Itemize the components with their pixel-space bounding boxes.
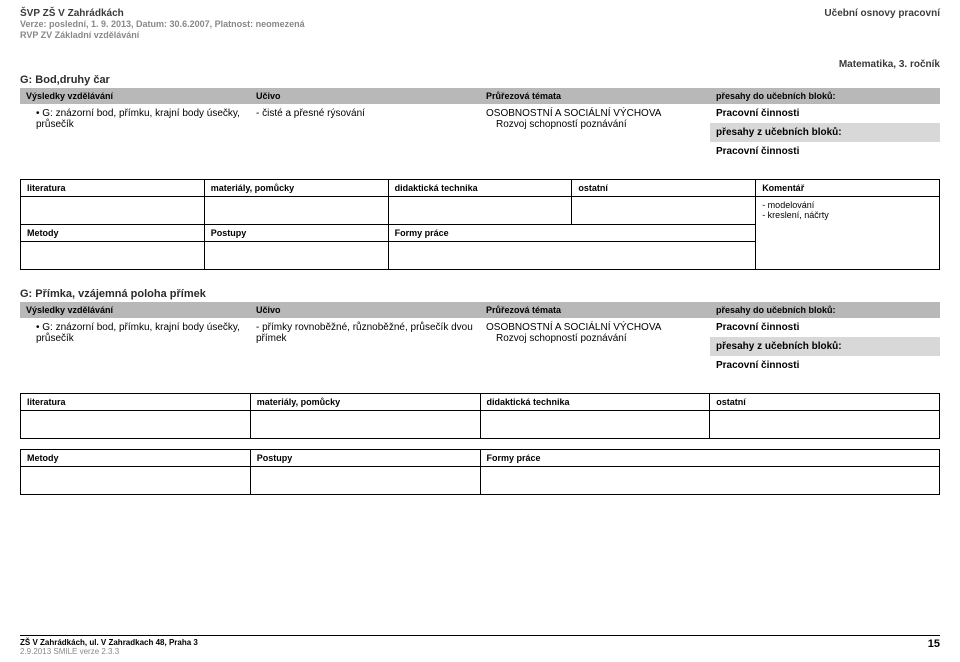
topic-heading: OSOBNOSTNÍ A SOCIÁLNÍ VÝCHOVA (486, 322, 704, 333)
footer-page: 15 (928, 638, 940, 656)
col-presahy-z: přesahy z učebních bloků: (710, 123, 940, 142)
meta-ostatni: ostatní (572, 179, 756, 196)
meta-didakticka: didaktická technika (388, 179, 572, 196)
komentar-line: - kreslení, náčrty (762, 210, 933, 220)
footer-smile: 2.9.2013 SMILE verze 2.3.3 (20, 647, 198, 656)
meta-metody: Metody (21, 449, 251, 466)
meta-postupy: Postupy (204, 224, 388, 241)
cell-topics: OSOBNOSTNÍ A SOCIÁLNÍ VÝCHOVA Rozvoj sch… (480, 318, 710, 383)
presahy-z-item: Pracovní činnosti (710, 356, 940, 375)
col-presahy-do: přesahy do učebních bloků: (710, 88, 940, 104)
col-topics: Průřezová témata (480, 302, 710, 318)
presahy-do-item: Pracovní činnosti (710, 318, 940, 337)
page-footer: ZŠ V Zahrádkách, ul. V Zahradkach 48, Pr… (20, 635, 940, 656)
meta-ostatni: ostatní (710, 393, 940, 410)
col-ucivo: Učivo (250, 88, 480, 104)
meta-literatura: literatura (21, 393, 251, 410)
meta-materialy: materiály, pomůcky (204, 179, 388, 196)
doc-title: ŠVP ZŠ V Zahrádkách (20, 8, 305, 19)
cell-ucivo: - přímky rovnoběžné, různoběžné, průsečí… (250, 318, 480, 383)
col-ucivo: Učivo (250, 302, 480, 318)
meta-didakticka: didaktická technika (480, 393, 710, 410)
block-primka-poloha: G: Přímka, vzájemná poloha přímek Výsled… (20, 288, 940, 495)
col-topics: Průřezová témata (480, 88, 710, 104)
header-left: ŠVP ZŠ V Zahrádkách Verze: poslední, 1. … (20, 8, 305, 41)
col-outcomes: Výsledky vzdělávání (20, 88, 250, 104)
subject-line: Matematika, 3. ročník (20, 59, 940, 70)
block-table: Výsledky vzdělávání Učivo Průřezová téma… (20, 88, 940, 169)
outcome-text: G: znázorní bod, přímku, krajní body úse… (36, 322, 244, 344)
komentar-line: - modelování (762, 200, 933, 210)
doc-rvp: RVP ZV Základní vzdělávání (20, 30, 305, 41)
block-bod-druhy-car: G: Bod,druhy čar Výsledky vzdělávání Uči… (20, 74, 940, 270)
meta-table-1: literatura materiály, pomůcky didaktická… (20, 179, 940, 270)
meta-literatura: literatura (21, 179, 205, 196)
doc-version: Verze: poslední, 1. 9. 2013, Datum: 30.6… (20, 19, 305, 30)
meta-postupy: Postupy (250, 449, 480, 466)
cell-outcome: G: znázorní bod, přímku, krajní body úse… (20, 318, 250, 383)
table-head-row: Výsledky vzdělávání Učivo Průřezová téma… (20, 302, 940, 318)
presahy-do-item: Pracovní činnosti (710, 104, 940, 123)
meta-formy: Formy práce (480, 449, 940, 466)
block-table: Výsledky vzdělávání Učivo Průřezová téma… (20, 302, 940, 383)
meta-table-2a: literatura materiály, pomůcky didaktická… (20, 393, 940, 439)
header-right: Učební osnovy pracovní (824, 8, 940, 41)
topic-sub: Rozvoj schopností poznávání (486, 119, 704, 130)
block-title: G: Přímka, vzájemná poloha přímek (20, 288, 940, 300)
cell-ucivo: - čisté a přesné rýsování (250, 104, 480, 169)
footer-school: ZŠ V Zahrádkách, ul. V Zahradkach 48, Pr… (20, 638, 198, 647)
topic-heading: OSOBNOSTNÍ A SOCIÁLNÍ VÝCHOVA (486, 108, 704, 119)
meta-metody: Metody (21, 224, 205, 241)
cell-outcome: G: znázorní bod, přímku, krajní body úse… (20, 104, 250, 169)
page: ŠVP ZŠ V Zahrádkách Verze: poslední, 1. … (0, 0, 960, 495)
meta-formy: Formy práce (388, 224, 756, 241)
topic-sub: Rozvoj schopností poznávání (486, 333, 704, 344)
page-header: ŠVP ZŠ V Zahrádkách Verze: poslední, 1. … (20, 8, 940, 41)
cell-topics: OSOBNOSTNÍ A SOCIÁLNÍ VÝCHOVA Rozvoj sch… (480, 104, 710, 169)
komentar-cell: - modelování - kreslení, náčrty (756, 196, 940, 269)
col-outcomes: Výsledky vzdělávání (20, 302, 250, 318)
col-presahy-z: přesahy z učebních bloků: (710, 337, 940, 356)
meta-table-2b: Metody Postupy Formy práce (20, 449, 940, 495)
col-presahy-do: přesahy do učebních bloků: (710, 302, 940, 318)
meta-komentar: Komentář (756, 179, 940, 196)
presahy-z-item: Pracovní činnosti (710, 142, 940, 161)
meta-materialy: materiály, pomůcky (250, 393, 480, 410)
block-title: G: Bod,druhy čar (20, 74, 940, 86)
outcome-text: G: znázorní bod, přímku, krajní body úse… (36, 108, 244, 130)
table-head-row: Výsledky vzdělávání Učivo Průřezová téma… (20, 88, 940, 104)
